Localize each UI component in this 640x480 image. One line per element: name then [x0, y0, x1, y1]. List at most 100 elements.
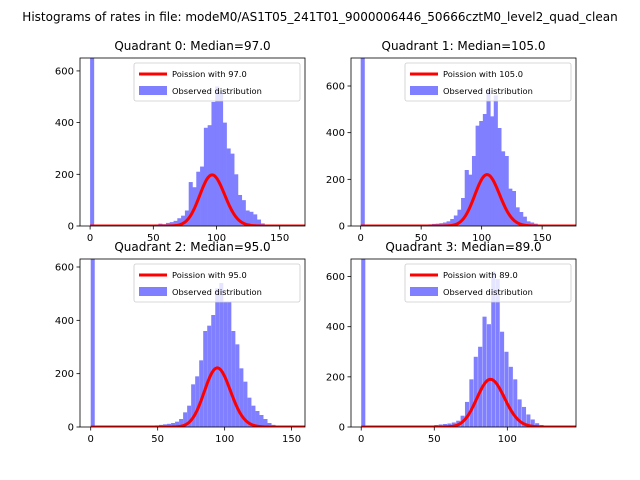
histogram-bar — [442, 222, 448, 226]
histogram-bar — [247, 397, 252, 427]
axes-frame — [79, 57, 306, 227]
histogram-bar — [171, 423, 176, 427]
legend-patch-swatch — [410, 287, 438, 296]
legend-label-observed: Observed distribution — [443, 86, 533, 96]
histogram-bar — [497, 128, 502, 226]
x-tick-label: 150 — [533, 233, 552, 244]
histogram-bar — [361, 259, 366, 427]
histogram-bar — [249, 211, 254, 226]
histogram-bar — [508, 366, 513, 427]
histogram-bar — [482, 114, 487, 226]
histogram-bar — [203, 331, 208, 427]
histogram-bar — [504, 351, 509, 427]
histogram-bar — [222, 122, 227, 226]
y-tick-label: 200 — [326, 175, 345, 186]
histogram-bar — [479, 121, 484, 226]
y-tick-label: 200 — [55, 170, 74, 181]
histogram-bar — [256, 219, 262, 226]
histogram-bar — [165, 222, 170, 226]
histogram-bar — [199, 360, 204, 427]
histogram-bar — [519, 212, 524, 226]
subplot-quadrant-1: Quadrant 1: Median=105.0 0 50 100 150 0 200 400… — [326, 39, 577, 244]
histogram-bar — [526, 221, 531, 226]
histogram-bar — [535, 423, 540, 427]
subplot-title: Quadrant 1: Median=105.0 — [382, 39, 546, 53]
histogram-bar — [457, 209, 462, 226]
histogram-bar — [253, 214, 258, 226]
histogram-bar — [500, 331, 505, 427]
histogram-bar — [526, 414, 531, 427]
histogram-bar — [493, 95, 498, 226]
subplot-quadrant-2: Quadrant 2: Median=95.0 0 50 100 150 0 200 400 6… — [55, 240, 306, 445]
histogram-bar — [504, 156, 509, 226]
histogram-bar — [191, 384, 196, 427]
legend-label-observed: Observed distribution — [443, 287, 533, 297]
x-tick-label: 0 — [358, 434, 364, 445]
x-tick-label: 50 — [147, 233, 160, 244]
histogram-bar — [227, 301, 232, 427]
legend-frame — [404, 62, 572, 102]
axes-frame — [79, 258, 306, 428]
histogram-bar — [267, 423, 272, 427]
histogram-bar — [211, 101, 216, 226]
histogram-bar — [450, 219, 455, 226]
histogram-bar — [239, 368, 244, 427]
histogram-bar — [245, 210, 250, 226]
x-tick-label: 150 — [282, 434, 301, 445]
y-tick-label: 600 — [326, 82, 345, 93]
histogram-bar — [169, 222, 174, 226]
histogram-bar — [219, 283, 224, 427]
y-tick-label: 0 — [339, 423, 345, 434]
histogram-bar — [219, 91, 224, 226]
legend-patch-swatch — [139, 287, 167, 296]
y-tick-label: 0 — [68, 423, 74, 434]
histogram-bar — [461, 198, 466, 226]
histogram-bar — [473, 356, 478, 427]
histogram-bar — [482, 316, 487, 427]
histogram-bar — [238, 194, 243, 226]
x-tick-label: 100 — [207, 233, 226, 244]
x-tick-label: 0 — [87, 233, 93, 244]
legend-frame — [404, 263, 572, 303]
legend-label-poisson: Poission with 95.0 — [172, 270, 247, 280]
legend-label-poisson: Poission with 105.0 — [443, 69, 523, 79]
legend: Poission with 97.0 Observed distribution — [133, 62, 301, 102]
histogram-bar — [181, 215, 186, 226]
histogram-bar — [521, 406, 527, 427]
histogram-bar — [501, 151, 506, 226]
subplots: Quadrant 0: Median=97.0 0 50 100 150 0 200 400 6… — [55, 39, 577, 445]
histogram-bar — [175, 421, 180, 427]
histogram-bar — [200, 166, 205, 226]
y-tick-label: 400 — [55, 316, 74, 327]
histogram-bar — [90, 259, 95, 427]
histogram-bar — [486, 90, 491, 226]
subplot-title: Quadrant 3: Median=89.0 — [385, 240, 541, 254]
legend-label-observed: Observed distribution — [172, 287, 262, 297]
histogram-bar — [517, 399, 522, 427]
axes-frame — [350, 258, 577, 428]
y-tick-label: 0 — [68, 222, 74, 233]
histogram-bar — [469, 379, 474, 427]
y-tick-label: 0 — [339, 222, 345, 233]
histogram-bar — [234, 174, 239, 226]
histogram-bar — [464, 170, 469, 226]
histogram-bar — [530, 419, 535, 427]
y-tick-label: 600 — [55, 263, 74, 274]
histogram-bar — [187, 405, 192, 427]
histogram-bar — [522, 216, 527, 226]
legend-frame — [133, 263, 301, 303]
legend: Poission with 89.0 Observed distribution — [404, 263, 572, 303]
histogram-bar — [203, 127, 208, 226]
subplot-quadrant-0: Quadrant 0: Median=97.0 0 50 100 150 0 200 400 6… — [55, 39, 306, 244]
subplot-quadrant-3: Quadrant 3: Median=89.0 0 50 100 0 200 400 600 P… — [326, 240, 577, 445]
histogram-bar — [226, 148, 231, 226]
x-tick-label: 0 — [357, 233, 363, 244]
histogram-bar — [167, 423, 172, 427]
histogram-bar — [243, 381, 248, 427]
histogram-bar — [90, 58, 95, 226]
histogram-bar — [179, 419, 184, 427]
legend-label-poisson: Poission with 89.0 — [443, 270, 518, 280]
histogram-bar — [515, 207, 520, 226]
histogram-bar — [235, 344, 240, 427]
